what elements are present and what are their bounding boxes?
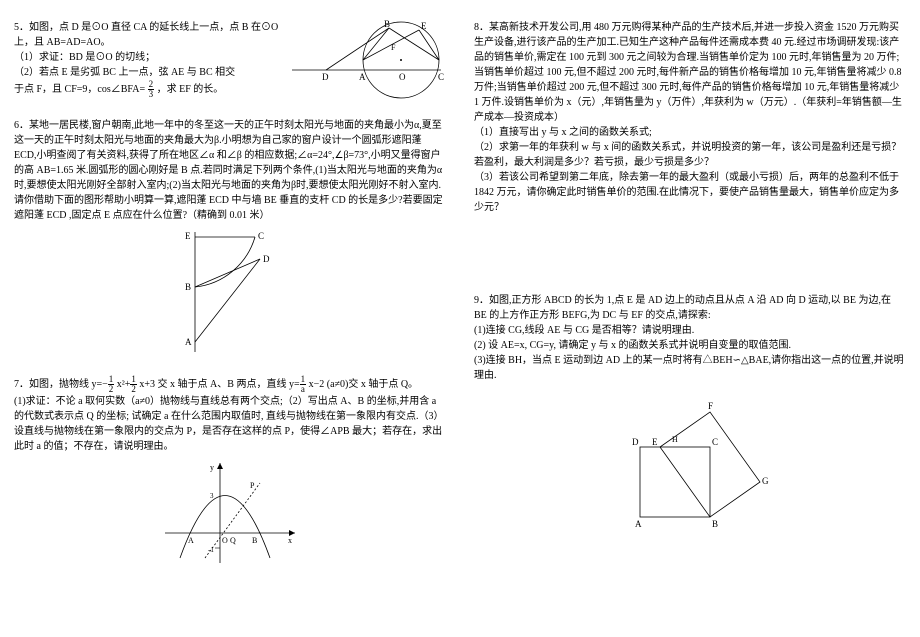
p9-q2: (2) 设 AE=x, CG=y, 请确定 y 与 x 的函数关系式并说明自变量… xyxy=(474,338,906,353)
lbl7-y: y xyxy=(210,463,214,472)
lbl7-p3: 3 xyxy=(210,492,214,500)
lbl9-D: D xyxy=(632,437,639,447)
p7-a: 7．如图，抛物线 y=− xyxy=(14,379,108,390)
p7-d: x−2 (a≠0)交 x 轴于点 Q。 xyxy=(306,379,418,390)
problem-5: D A O C B E F 5．如图，点 D 是⊙O 直径 CA 的延长线上一点… xyxy=(14,20,446,100)
figure-7: x y A B O Q P -1 3 xyxy=(160,458,300,568)
lbl9-F: F xyxy=(708,401,713,411)
lbl7-B: B xyxy=(252,536,257,545)
lbl7-x: x xyxy=(288,536,292,545)
lbl6-A: A xyxy=(185,337,192,347)
p6-stem: 6．某地一居民楼,窗户朝南,此地一年中的冬至这一天的正午时刻太阳光与地面的夹角最… xyxy=(14,118,446,223)
p9-q3: (3)连接 BH，当点 E 运动到边 AD 上的某一点时将有△BEH∽△BAE,… xyxy=(474,353,906,383)
lbl6-C: C xyxy=(258,231,264,241)
figure-5: D A O C B E F xyxy=(286,20,446,100)
problem-8: 8．某高新技术开发公司,用 480 万元购得某种产品的生产技术后,并进一步投入资… xyxy=(474,20,906,215)
problem-6: 6．某地一居民楼,窗户朝南,此地一年中的冬至这一天的正午时刻太阳光与地面的夹角最… xyxy=(14,118,446,357)
p7-c: x+3 交 x 轴于点 A、B 两点，直线 y= xyxy=(137,379,300,390)
lbl9-G: G xyxy=(762,476,769,486)
figure-9: A B C D E F G H xyxy=(610,387,770,537)
p8-q3: （3）若该公司希望到第二年底，除去第一年的最大盈利（或最小亏损）后，两年的总盈利… xyxy=(474,170,906,215)
lbl-E: E xyxy=(421,21,427,31)
lbl7-A: A xyxy=(188,536,194,545)
figure-6: E C D B A xyxy=(170,227,290,357)
lbl9-C: C xyxy=(712,437,718,447)
p8-stem: 8．某高新技术开发公司,用 480 万元购得某种产品的生产技术后,并进一步投入资… xyxy=(474,20,906,125)
lbl6-B: B xyxy=(185,282,191,292)
lbl7-Q: Q xyxy=(230,536,236,545)
p5-q2b: 于点 F，且 CF=9，cos∠BFA= xyxy=(14,84,145,95)
lbl6-E: E xyxy=(185,231,191,241)
p9-q1: (1)连接 CG,线段 AE 与 CG 是否相等？请说明理由. xyxy=(474,323,906,338)
lbl9-H: H xyxy=(672,435,678,444)
lbl-B: B xyxy=(384,20,390,29)
lbl7-O: O xyxy=(222,536,228,545)
lbl9-A: A xyxy=(635,519,642,529)
p7-b: x²+ xyxy=(114,379,130,390)
lbl-D: D xyxy=(322,72,329,82)
lbl6-D: D xyxy=(263,254,270,264)
lbl-F: F xyxy=(391,43,396,52)
problem-7: 7．如图，抛物线 y=−12 x²+12 x+3 交 x 轴于点 A、B 两点，… xyxy=(14,375,446,568)
lbl7-P: P xyxy=(250,481,255,490)
left-column: D A O C B E F 5．如图，点 D 是⊙O 直径 CA 的延长线上一点… xyxy=(0,0,460,637)
p5-q2c: ，求 EF 的长。 xyxy=(157,84,224,95)
problem-9: 9．如图,正方形 ABCD 的长为 1,点 E 是 AD 边上的动点且从点 A … xyxy=(474,293,906,537)
lbl9-B: B xyxy=(712,519,718,529)
p8-q1: （1）直接写出 y 与 x 之间的函数关系式; xyxy=(474,125,906,140)
p5-frac: 23 xyxy=(148,80,155,99)
lbl9-E: E xyxy=(652,437,658,447)
lbl-C: C xyxy=(438,72,444,82)
p9-stem: 9．如图,正方形 ABCD 的长为 1,点 E 是 AD 边上的动点且从点 A … xyxy=(474,293,906,323)
p8-q2: （2）求第一年的年获利 w 与 x 间的函数关系式，并说明投资的第一年，该公司是… xyxy=(474,140,906,170)
lbl7-n1: -1 xyxy=(208,546,214,554)
right-column: 8．某高新技术开发公司,用 480 万元购得某种产品的生产技术后,并进一步投入资… xyxy=(460,0,920,637)
p7-q: (1)求证：不论 a 取何实数（a≠0）抛物线与直线总有两个交点;（2）写出点 … xyxy=(14,394,446,454)
lbl-A: A xyxy=(359,72,366,82)
lbl-O: O xyxy=(399,72,406,82)
